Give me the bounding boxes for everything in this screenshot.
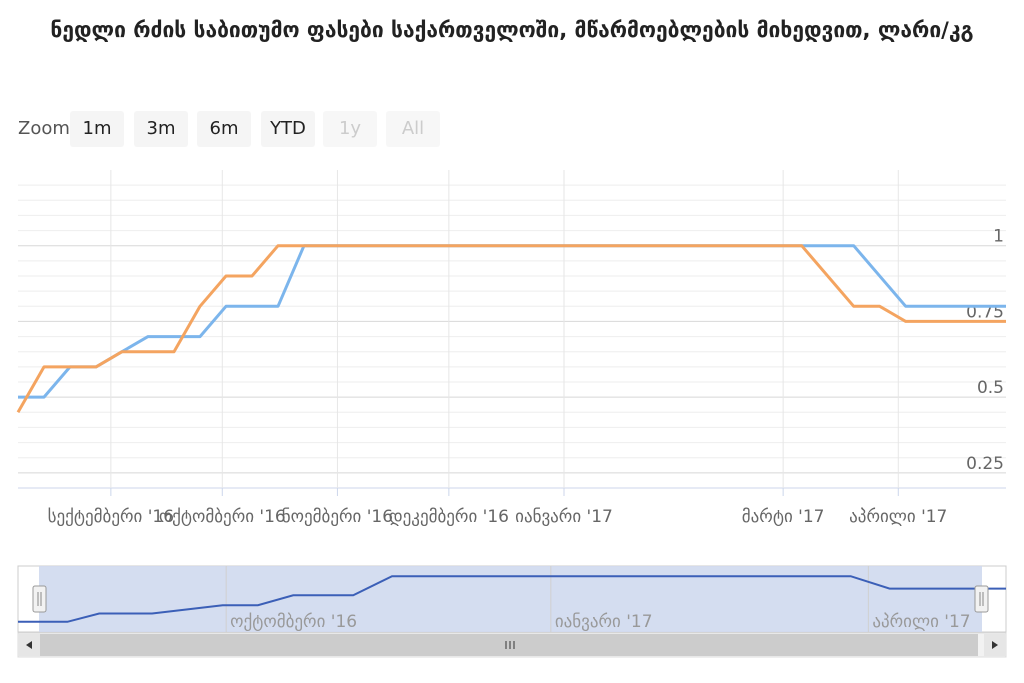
scroll-right-button[interactable]: [984, 634, 1006, 656]
navigator-left-handle[interactable]: [32, 585, 47, 613]
chart-title: ნედლი რძის საბითუმო ფასები საქართველოში,…: [50, 18, 974, 42]
zoom-3m-button[interactable]: 3m: [134, 111, 188, 147]
series-line[interactable]: [16, 244, 1006, 414]
x-tick-label: მარტი '17: [742, 507, 825, 527]
arrow-right-icon: [992, 641, 998, 649]
scrollbar-grip-icon: [505, 641, 515, 649]
navigator-tick-label: იანვარი '17: [555, 612, 653, 632]
y-tick-label: 0.25: [966, 454, 1004, 474]
navigator-right-handle[interactable]: [974, 585, 989, 613]
navigator-labels: ოქტომბერი '16 იანვარი '17 აპრილი '17: [230, 612, 970, 632]
zoom-ytd-button[interactable]: YTD: [261, 111, 315, 147]
zoom-all-button: All: [386, 111, 440, 147]
zoom-label: Zoom: [18, 118, 70, 139]
navigator-series-line: [18, 575, 1006, 623]
series-layer: [16, 244, 1006, 414]
scrollbar-thumb[interactable]: [40, 634, 978, 656]
navigator[interactable]: ოქტომბერი '16 იანვარი '17 აპრილი '17: [17, 565, 1007, 633]
scroll-left-button[interactable]: [18, 634, 40, 656]
y-tick-label: 0.5: [977, 378, 1004, 398]
grid-layer: [18, 170, 1006, 496]
x-tick-label: იანვარი '17: [515, 507, 613, 527]
navigator-tick-label: აპრილი '17: [872, 612, 970, 632]
navigator-tick-label: ოქტომბერი '16: [230, 612, 357, 632]
arrow-left-icon: [26, 641, 32, 649]
x-tick-label: დეკემბერი '16: [389, 507, 509, 527]
y-tick-label: 1: [993, 227, 1004, 247]
y-axis-labels: 0.250.50.751: [966, 227, 1004, 474]
x-tick-label: სექტემბერი '16: [48, 507, 174, 527]
zoom-6m-button[interactable]: 6m: [197, 111, 251, 147]
zoom-1y-button: 1y: [323, 111, 377, 147]
x-tick-label: ოქტომბერი '16: [159, 507, 286, 527]
x-tick-label: ნოემბერი '16: [282, 507, 393, 527]
x-tick-label: აპრილი '17: [849, 507, 947, 527]
zoom-1m-button[interactable]: 1m: [70, 111, 124, 147]
scrollbar[interactable]: [17, 632, 1007, 658]
